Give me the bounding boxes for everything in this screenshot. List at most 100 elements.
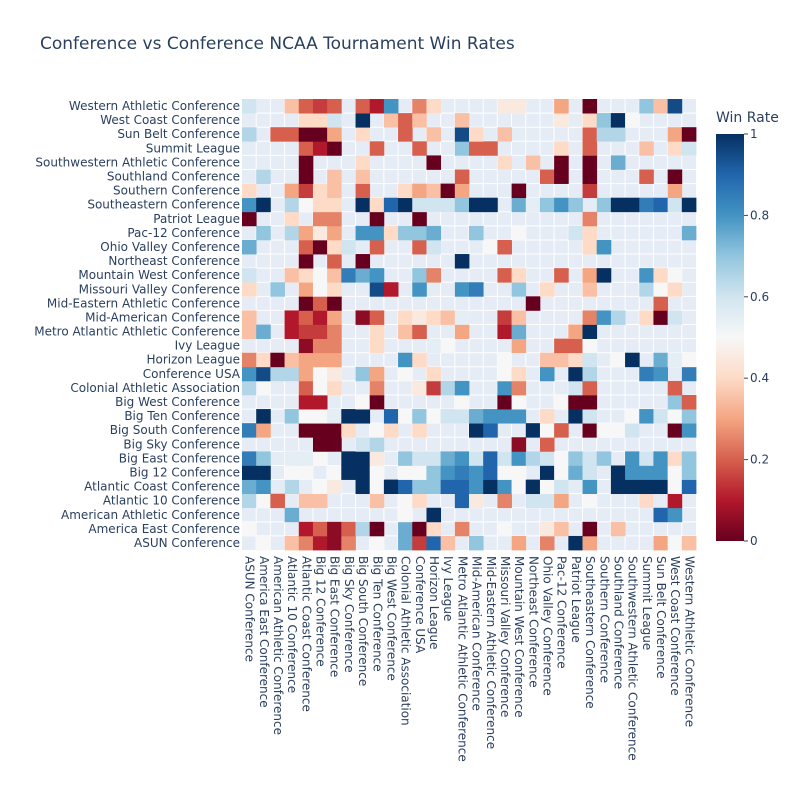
heatmap-cell — [298, 465, 314, 480]
heatmap-cell — [511, 479, 527, 495]
heatmap-cell — [681, 394, 697, 410]
heatmap-cell — [284, 99, 300, 114]
y-tick-label: Horizon League — [146, 353, 240, 367]
heatmap-cell — [539, 437, 555, 452]
heatmap-cell — [312, 211, 328, 227]
heatmap-cell — [327, 254, 342, 269]
heatmap-cell — [298, 113, 314, 128]
heatmap-cell — [625, 352, 640, 368]
heatmap-cell — [582, 535, 598, 551]
heatmap-cell — [298, 183, 314, 199]
heatmap-cell — [639, 282, 654, 297]
heatmap-cell — [312, 493, 328, 509]
heatmap-cell — [412, 225, 427, 241]
heatmap-cell — [653, 310, 669, 325]
heatmap-cell — [327, 296, 342, 311]
heatmap-cell — [383, 99, 399, 114]
heatmap-cell — [312, 437, 328, 452]
heatmap-cell — [355, 521, 371, 537]
heatmap-cell — [582, 155, 598, 170]
heatmap-cell — [582, 394, 598, 410]
heatmap-cell — [667, 409, 683, 424]
heatmap-cell — [284, 451, 300, 466]
heatmap-cell — [469, 282, 484, 297]
heatmap-cell — [568, 366, 583, 382]
heatmap-cell — [355, 409, 371, 424]
heatmap-cell — [426, 535, 442, 551]
heatmap-cell — [469, 493, 484, 509]
heatmap-cell — [270, 366, 285, 382]
heatmap-cell — [469, 197, 484, 213]
heatmap-cell — [667, 507, 683, 523]
heatmap-cell — [242, 99, 257, 114]
heatmap-cell — [554, 197, 569, 213]
heatmap-cell — [284, 366, 300, 382]
heatmap-cell — [440, 197, 456, 213]
heatmap-cell — [298, 282, 314, 297]
heatmap-cell — [610, 521, 626, 537]
heatmap-cell — [681, 451, 697, 466]
heatmap-cell — [284, 268, 300, 283]
heatmap-cell — [653, 451, 669, 466]
heatmap-cell — [511, 394, 527, 410]
heatmap-cell — [667, 99, 683, 114]
heatmap-cell — [681, 141, 697, 156]
heatmap-cell — [667, 282, 683, 297]
heatmap-cell — [511, 268, 527, 283]
heatmap-cell — [610, 479, 626, 495]
heatmap-cell — [469, 127, 484, 142]
heatmap-cell — [554, 99, 569, 114]
x-tick-label: Metro Atlantic Athletic Conference — [455, 556, 469, 762]
heatmap-cell — [454, 394, 470, 410]
heatmap-cell — [497, 127, 512, 142]
colorbar-tick-label: 0.2 — [750, 453, 769, 467]
heatmap-cell — [298, 493, 314, 509]
heatmap-cell — [582, 493, 598, 509]
y-tick-label: Northeast Conference — [108, 254, 240, 268]
heatmap-cell — [355, 451, 371, 466]
heatmap-cell — [426, 155, 442, 170]
heatmap-cell — [625, 451, 640, 466]
heatmap-cell — [369, 437, 385, 452]
heatmap-cell — [426, 268, 442, 283]
heatmap-cell — [284, 183, 300, 199]
heatmap-cell — [497, 479, 512, 495]
heatmap-cell — [554, 423, 569, 438]
heatmap-cell — [383, 225, 399, 241]
heatmap-cell — [298, 296, 314, 311]
heatmap-cell — [511, 451, 527, 466]
heatmap-cell — [412, 239, 427, 255]
heatmap-cell — [369, 239, 385, 255]
heatmap-cell — [582, 423, 598, 438]
heatmap-cell — [497, 99, 512, 114]
heatmap-cell — [639, 268, 654, 283]
heatmap-cell — [454, 310, 470, 325]
y-tick-label: Big Sky Conference — [123, 437, 240, 451]
heatmap-cell — [312, 451, 328, 466]
heatmap-cell — [327, 310, 342, 325]
heatmap-cell — [412, 380, 427, 396]
heatmap-cell — [242, 423, 257, 438]
heatmap-cell — [298, 535, 314, 551]
heatmap-cell — [610, 465, 626, 480]
x-tick-label: Southeastern Conference — [583, 556, 597, 709]
heatmap-cell — [497, 493, 512, 509]
heatmap-cell — [242, 239, 257, 255]
heatmap-cell — [398, 521, 413, 537]
heatmap-cell — [369, 310, 385, 325]
heatmap-cell — [469, 451, 484, 466]
heatmap-cell — [625, 423, 640, 438]
heatmap-cell — [497, 268, 512, 283]
heatmap-cell — [469, 535, 484, 551]
heatmap-cell — [568, 394, 583, 410]
y-tick-label: Missouri Valley Conference — [79, 282, 240, 296]
y-tick-label: American Athletic Conference — [61, 508, 240, 522]
heatmap-cell — [383, 479, 399, 495]
heatmap-cell — [454, 127, 470, 142]
heatmap-cell — [369, 493, 385, 509]
heatmap-cell — [681, 465, 697, 480]
x-tick-label: Big Ten Conference — [370, 556, 384, 672]
heatmap-cell — [582, 479, 598, 495]
heatmap-cell — [369, 521, 385, 537]
heatmap-cell — [681, 366, 697, 382]
